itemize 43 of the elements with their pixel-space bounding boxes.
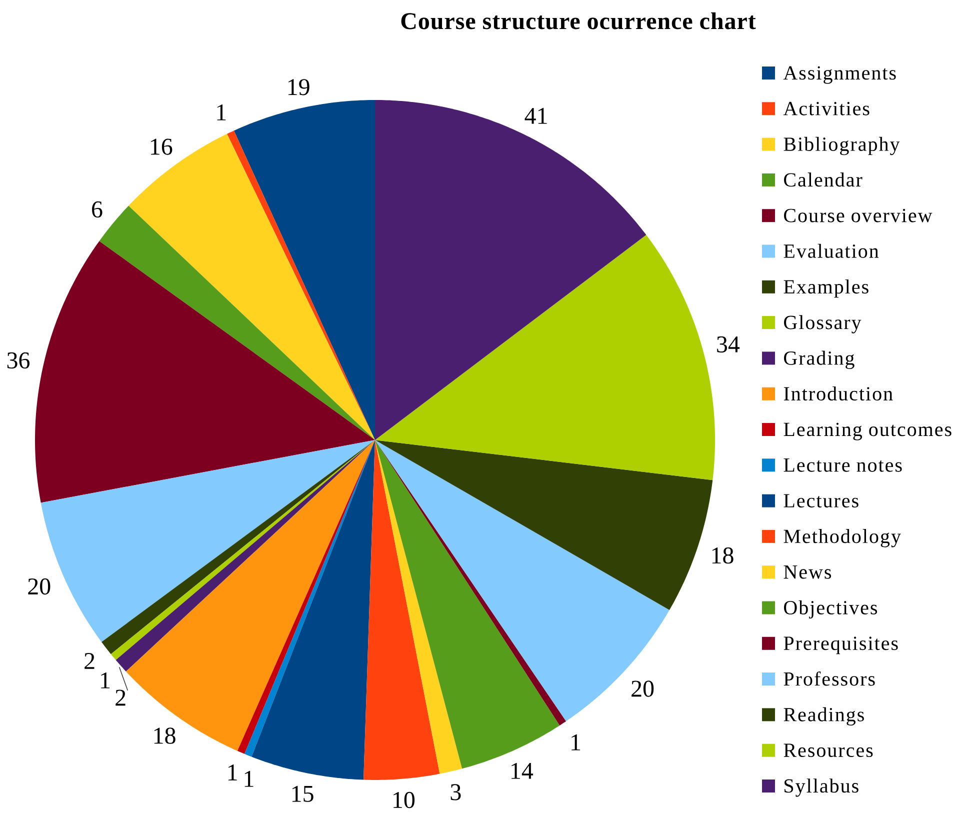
legend-label: Methodology <box>784 529 901 548</box>
legend-label: Syllabus <box>784 778 858 797</box>
legend-label: Course overview <box>784 208 932 222</box>
legend-label: Learning outcomes <box>784 422 952 440</box>
legend-label: Lectures <box>784 494 858 508</box>
data-label: 2 <box>116 690 126 706</box>
data-label: 20 <box>632 680 654 697</box>
legend-label: Prerequisites <box>784 636 898 654</box>
data-label: 1 <box>217 104 226 120</box>
legend-label: Grading <box>784 350 854 369</box>
legend-label: Professors <box>784 671 875 686</box>
data-label: 15 <box>292 786 314 802</box>
data-label: 19 <box>288 79 310 96</box>
legend-label: Lecture notes <box>784 458 902 472</box>
legend-label: Resources <box>784 744 873 758</box>
data-label: 14 <box>512 762 534 779</box>
data-label: 10 <box>394 792 415 808</box>
data-label: 1 <box>572 734 580 750</box>
legend-label: Calendar <box>784 172 862 187</box>
data-label: 20 <box>28 578 50 595</box>
legend-label: Introduction <box>784 386 893 401</box>
legend-label: Bibliography <box>784 136 900 156</box>
data-label: 1 <box>101 672 110 688</box>
data-label: 1 <box>228 764 237 780</box>
data-label: 18 <box>154 728 176 744</box>
legend-label: Evaluation <box>784 244 879 258</box>
legend-label: News <box>784 565 832 579</box>
legend-label: Assignments <box>783 66 896 84</box>
data-label: 41 <box>524 108 547 124</box>
data-label: 2 <box>84 653 94 669</box>
data-label: 3 <box>450 784 461 800</box>
legend-label: Glossary <box>784 315 862 334</box>
data-label: 36 <box>7 352 30 369</box>
legend-label: Examples <box>784 280 868 298</box>
legend-label: Readings <box>784 707 864 726</box>
legend-label: Activities <box>783 102 870 116</box>
data-label: 34 <box>717 336 740 353</box>
data-label: 18 <box>712 547 734 564</box>
data-label: 1 <box>244 770 254 787</box>
data-label: 6 <box>92 201 102 218</box>
data-label: 16 <box>151 138 172 155</box>
legend-label: Objectives <box>784 600 878 618</box>
chart-title: Course structure ocurrence chart <box>401 12 756 30</box>
